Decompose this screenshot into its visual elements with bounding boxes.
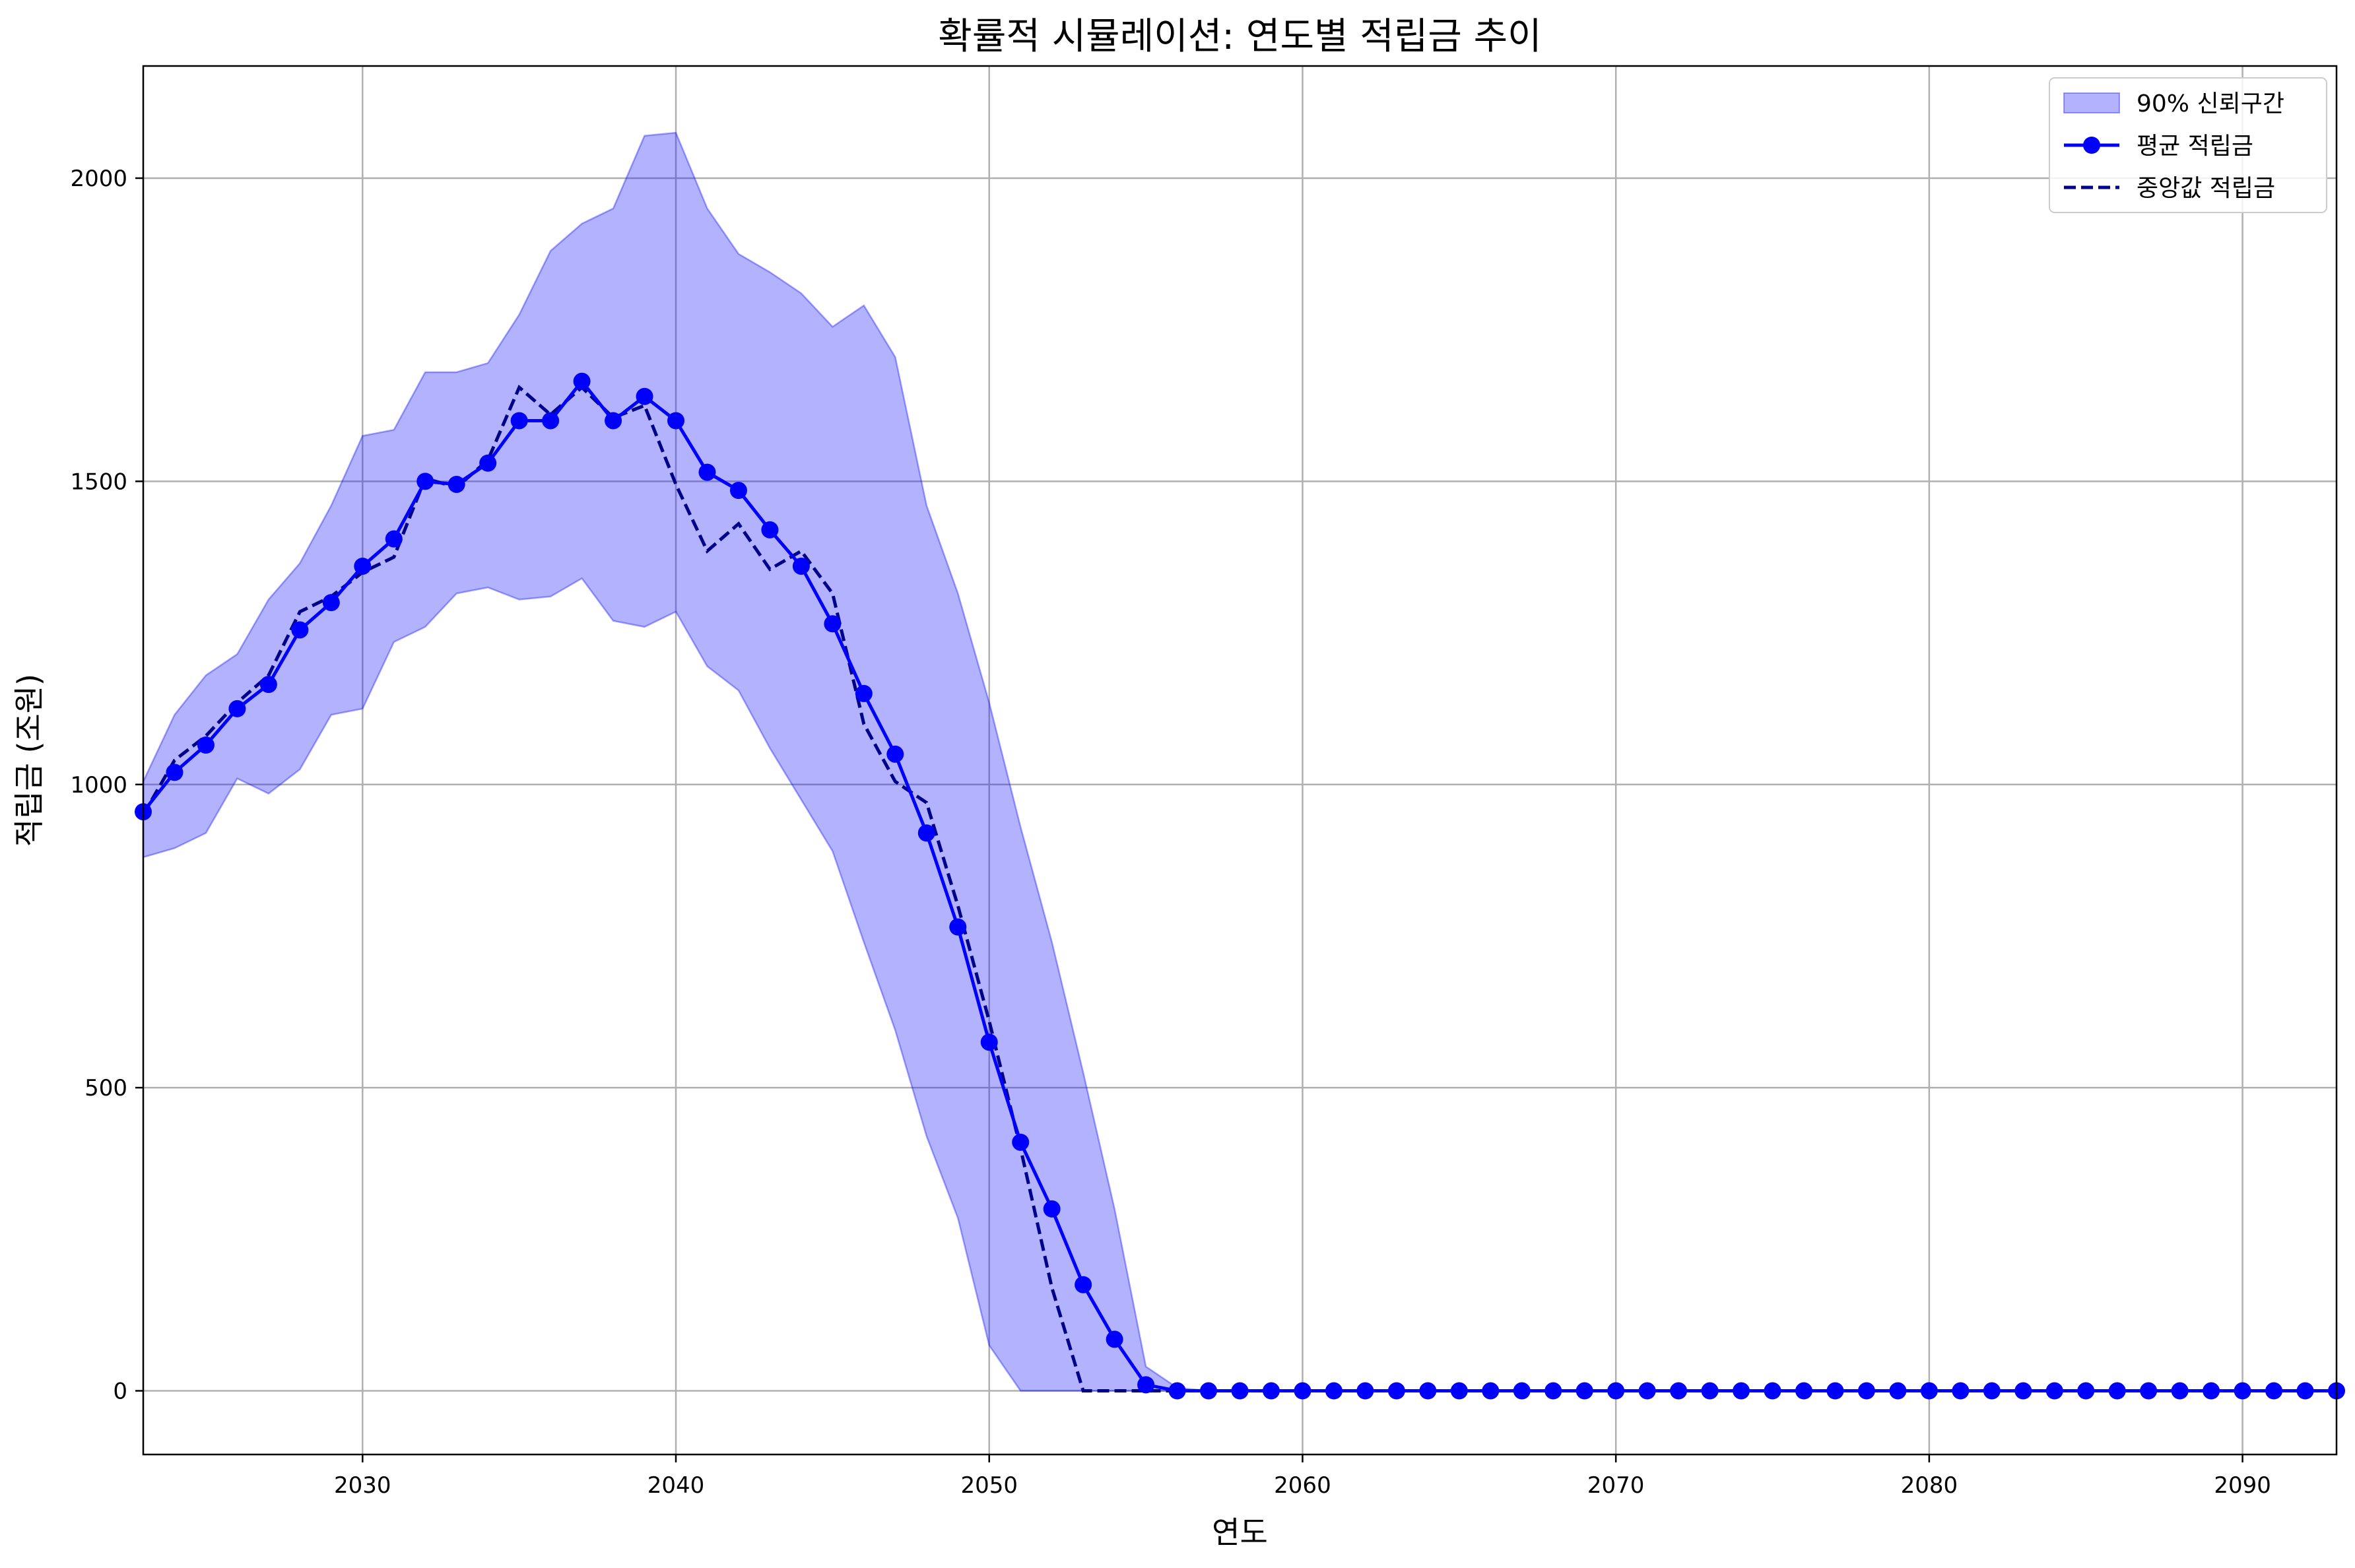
mean-point (2265, 1383, 2282, 1400)
x-tick-label: 2080 (1901, 1472, 1958, 1499)
mean-point (1889, 1383, 1906, 1400)
mean-point (479, 455, 496, 472)
mean-point (636, 388, 653, 405)
mean-point (855, 685, 873, 702)
mean-point (1607, 1383, 1624, 1400)
confidence-band (143, 133, 2337, 1390)
plot-frame (143, 66, 2337, 1454)
legend: 90% 신뢰구간 평균 적립금 중앙값 적립금 (2049, 78, 2327, 212)
mean-point (886, 746, 904, 763)
mean-point (1702, 1383, 1719, 1400)
legend-swatch-band (2064, 93, 2119, 113)
y-tick-label: 500 (84, 1075, 127, 1101)
mean-point (2297, 1383, 2314, 1400)
mean-point (1482, 1383, 1499, 1400)
mean-point (1263, 1383, 1280, 1400)
mean-point (667, 412, 684, 429)
mean-point (2046, 1383, 2063, 1400)
mean-point (2234, 1383, 2251, 1400)
mean-point (1137, 1376, 1154, 1393)
mean-point (1952, 1383, 1969, 1400)
mean-point (1012, 1134, 1029, 1151)
mean-point (1670, 1383, 1687, 1400)
mean-point (291, 621, 308, 638)
band-layer (143, 133, 2337, 1390)
mean-point (2077, 1383, 2094, 1400)
mean-point (166, 764, 183, 781)
mean-point (1795, 1383, 1812, 1400)
mean-point (1513, 1383, 1531, 1400)
mean-point (949, 919, 966, 936)
mean-point (1044, 1200, 1061, 1218)
mean-point (1294, 1383, 1311, 1400)
mean-point (2203, 1383, 2220, 1400)
mean-point (1169, 1383, 1186, 1400)
y-tick-label: 1000 (70, 772, 127, 799)
y-tick-label: 0 (113, 1379, 127, 1405)
mean-point (542, 412, 559, 429)
x-tick-label: 2060 (1274, 1472, 1331, 1499)
mean-point (1826, 1383, 1843, 1400)
mean-point (1106, 1330, 1123, 1348)
mean-point (981, 1033, 998, 1051)
mean-point (228, 700, 246, 717)
x-tick-label: 2040 (647, 1472, 705, 1499)
legend-label-mean: 평균 적립금 (2137, 133, 2253, 160)
mean-point (354, 558, 371, 575)
mean-point (1232, 1383, 1249, 1400)
mean-point (260, 676, 277, 693)
mean-point (2014, 1383, 2032, 1400)
x-tick-label: 2050 (960, 1472, 1018, 1499)
mean-point (323, 594, 340, 611)
y-tick-label: 2000 (70, 166, 127, 192)
mean-point (1200, 1383, 1217, 1400)
grid-layer (143, 66, 2337, 1454)
mean-point (416, 473, 434, 490)
mean-point (730, 482, 747, 499)
legend-label-band: 90% 신뢰구간 (2137, 90, 2284, 117)
mean-point (511, 412, 528, 429)
mean-point (605, 412, 622, 429)
mean-point (1858, 1383, 1875, 1400)
y-axis-label: 적립금 (조원) (11, 674, 47, 847)
x-tick-label: 2030 (334, 1472, 391, 1499)
x-axis-label: 연도 (1212, 1515, 1268, 1550)
x-tick-label: 2090 (2214, 1472, 2271, 1499)
mean-point (1983, 1383, 2001, 1400)
mean-point (824, 615, 841, 632)
mean-point (2172, 1383, 2189, 1400)
mean-point (385, 531, 403, 548)
mean-point (918, 824, 935, 841)
mean-point (1921, 1383, 1938, 1400)
legend-label-median: 중앙값 적립금 (2137, 175, 2275, 202)
mean-point (1419, 1383, 1436, 1400)
mean-point (1451, 1383, 1468, 1400)
mean-point (698, 464, 715, 481)
mean-point (1075, 1276, 1092, 1293)
mean-point (1639, 1383, 1656, 1400)
mean-point (2109, 1383, 2126, 1400)
mean-point (197, 736, 215, 754)
mean-point (793, 558, 810, 575)
mean-point (1733, 1383, 1750, 1400)
mean-point (574, 373, 591, 390)
mean-point (1388, 1383, 1405, 1400)
mean-point (1576, 1383, 1593, 1400)
mean-point (1325, 1383, 1343, 1400)
mean-point (448, 476, 465, 493)
mean-point (2140, 1383, 2157, 1400)
mean-point (1356, 1383, 1374, 1400)
legend-marker-mean (2083, 137, 2100, 154)
mean-point (761, 521, 778, 539)
chart-title: 확률적 시뮬레이션: 연도별 적립금 추이 (938, 15, 1541, 58)
x-tick-label: 2070 (1587, 1472, 1645, 1499)
mean-point (1764, 1383, 1781, 1400)
tick-layer: 2030 2040 2050 2060 2070 2080 2090 0 500 1000 1500… (70, 166, 2271, 1499)
mean-point (1544, 1383, 1562, 1400)
y-tick-label: 1500 (70, 469, 127, 495)
